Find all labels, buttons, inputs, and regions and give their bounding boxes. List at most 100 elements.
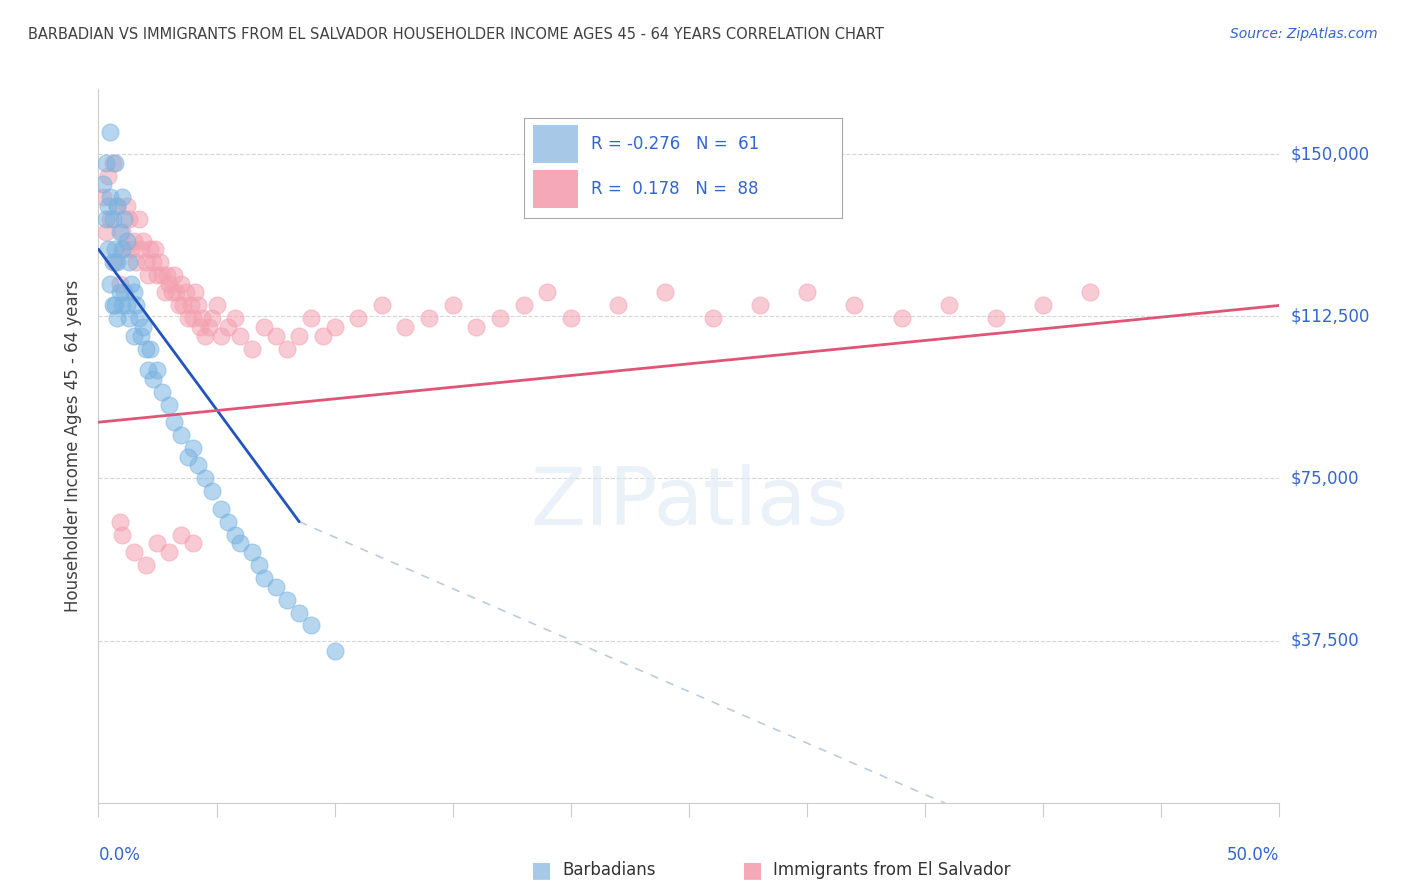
Point [170, 527, 193, 541]
Point [163, 415, 186, 429]
Y-axis label: Householder Income Ages 45 - 64 years: Householder Income Ages 45 - 64 years [65, 280, 83, 612]
Point [441, 298, 464, 312]
Point [201, 311, 224, 326]
Point [347, 311, 370, 326]
Point [135, 342, 157, 356]
Point [198, 320, 221, 334]
Point [187, 298, 209, 312]
Point [187, 458, 209, 473]
Point [264, 580, 287, 594]
Point [136, 268, 159, 282]
Point [181, 441, 204, 455]
Text: Immigrants from El Salvador: Immigrants from El Salvador [773, 861, 1011, 879]
Point [796, 285, 818, 300]
Point [111, 242, 134, 256]
Point [209, 328, 232, 343]
Point [299, 311, 322, 326]
Text: $150,000: $150,000 [1291, 145, 1369, 163]
Point [224, 527, 246, 541]
Point [209, 501, 232, 516]
Point [607, 298, 630, 312]
Point [184, 285, 207, 300]
Point [181, 536, 204, 550]
Point [288, 328, 311, 343]
Point [104, 298, 127, 312]
Point [229, 328, 252, 343]
Point [132, 234, 155, 248]
Point [167, 298, 190, 312]
Point [115, 298, 138, 312]
Point [101, 298, 124, 312]
Point [128, 211, 150, 226]
Point [938, 298, 960, 312]
Text: 0.0%: 0.0% [98, 846, 141, 863]
Point [111, 225, 134, 239]
Point [276, 342, 298, 356]
Text: 50.0%: 50.0% [1227, 846, 1279, 863]
Point [108, 515, 131, 529]
Point [101, 211, 124, 226]
Point [118, 211, 141, 226]
Point [170, 277, 193, 291]
Point [247, 558, 270, 572]
Point [121, 277, 143, 291]
Point [157, 277, 180, 291]
Point [122, 545, 145, 559]
Point [560, 311, 582, 326]
Point [98, 125, 121, 139]
Point [465, 320, 488, 334]
Point [115, 199, 138, 213]
Point [97, 242, 120, 256]
Point [194, 471, 217, 485]
Text: ■: ■ [531, 860, 551, 880]
Point [276, 592, 298, 607]
Point [135, 255, 157, 269]
Text: Barbadians: Barbadians [562, 861, 657, 879]
Point [156, 268, 179, 282]
Point [253, 320, 276, 334]
Point [172, 298, 194, 312]
Point [108, 277, 131, 291]
Point [115, 234, 138, 248]
Point [984, 311, 1007, 326]
Bar [533, 125, 578, 162]
Point [142, 372, 165, 386]
Point [143, 242, 166, 256]
Point [129, 242, 152, 256]
Point [1032, 298, 1054, 312]
Point [101, 155, 124, 169]
Point [177, 311, 200, 326]
Point [153, 285, 176, 300]
Point [229, 536, 252, 550]
Point [748, 298, 770, 312]
Point [323, 644, 346, 658]
Point [844, 298, 866, 312]
Point [98, 277, 121, 291]
Point [536, 285, 558, 300]
Point [91, 178, 114, 192]
Point [112, 285, 135, 300]
Point [288, 606, 311, 620]
Point [122, 328, 145, 343]
Point [188, 320, 211, 334]
Point [890, 311, 912, 326]
Point [371, 298, 394, 312]
Point [1080, 285, 1102, 300]
Point [142, 255, 165, 269]
Point [654, 285, 676, 300]
Point [122, 234, 145, 248]
Point [264, 328, 287, 343]
Point [323, 320, 346, 334]
Point [253, 571, 276, 585]
Point [194, 328, 217, 343]
Point [97, 169, 120, 183]
Point [104, 155, 127, 169]
Text: $75,000: $75,000 [1291, 469, 1360, 487]
Text: ■: ■ [742, 860, 762, 880]
Point [217, 515, 239, 529]
Point [136, 363, 159, 377]
Point [217, 320, 239, 334]
Point [105, 199, 128, 213]
Point [180, 298, 202, 312]
Point [94, 211, 117, 226]
